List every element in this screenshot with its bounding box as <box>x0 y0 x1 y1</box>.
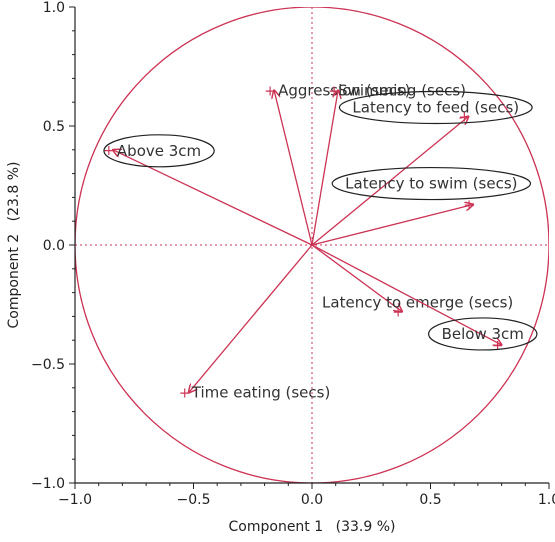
x-tick-label: 0.5 <box>419 492 441 508</box>
vector-arrow <box>189 244 313 393</box>
x-axis-label: Component 1 <box>229 519 324 535</box>
loading-vector-2: +Latency to feed (secs) <box>311 90 533 246</box>
vector-arrow <box>274 90 313 246</box>
vector-label: Swimming (secs) <box>338 81 466 99</box>
vector-arrow <box>311 244 502 345</box>
y-tick-label: −0.5 <box>31 357 65 373</box>
y-axis-label: Component 2 <box>6 234 22 329</box>
plot-area: + Aggression (secs)+Swimming (secs)+Laten… <box>75 7 549 483</box>
highlight-ellipse <box>338 90 533 125</box>
x-tick-label: −0.5 <box>177 492 211 508</box>
x-axis-title: Component 1 (33.9 %) <box>229 519 396 535</box>
vector-endpoint-marker: + <box>492 338 504 354</box>
x-axis-variance: (33.9 %) <box>336 519 396 535</box>
y-tick-label: 0.5 <box>43 119 65 135</box>
loading-vector-1: +Swimming (secs) <box>311 81 466 246</box>
vector-endpoint-marker: + <box>264 83 276 99</box>
y-tick-label: 0.0 <box>43 238 65 254</box>
vector-endpoint-marker: + <box>459 109 471 125</box>
x-tick-label: −1.0 <box>58 492 92 508</box>
loading-vector-3: + Above 3cm <box>103 134 313 246</box>
y-tick-label: 1.0 <box>43 0 65 16</box>
vector-label: Time eating (secs) <box>191 384 331 402</box>
vector-label: Latency to swim (secs) <box>345 175 517 193</box>
vector-label: Latency to feed (secs) <box>352 98 519 116</box>
vector-endpoint-marker: + <box>179 386 191 402</box>
axes: −1.0 −0.5 0.0 0.5 1.0 −1.0 −0.5 0.0 0.5 1.0 <box>31 0 555 508</box>
y-axis-title: Component 2 (23.8 %) <box>6 162 22 329</box>
vector-label: Above 3cm <box>117 142 201 160</box>
loading-vector-4: + Latency to swim (secs) <box>311 166 532 246</box>
y-axis-variance: (23.8 %) <box>6 162 22 222</box>
y-tick-label: −1.0 <box>31 476 65 492</box>
x-tick-label: 1.0 <box>538 492 555 508</box>
vector-arrow <box>311 205 473 246</box>
highlight-ellipse <box>331 166 532 201</box>
vector-label: Latency to emerge (secs) <box>322 294 513 312</box>
vector-arrow <box>311 116 468 246</box>
vector-endpoint-marker: + <box>328 83 340 99</box>
highlight-ellipse <box>103 134 215 168</box>
vector-arrow <box>311 244 402 312</box>
vector-endpoint-marker: + <box>103 143 115 159</box>
highlight-ellipse <box>428 317 538 351</box>
vector-label: Below 3cm <box>442 325 524 343</box>
loading-vector-7: + Time eating (secs) <box>179 244 331 402</box>
vector-endpoint-marker: + <box>463 198 475 214</box>
vector-arrow <box>113 150 313 246</box>
vector-endpoint-marker: + <box>392 305 404 321</box>
loading-vector-6: +Below 3cm <box>311 244 538 354</box>
loading-vector-5: +Latency to emerge (secs) <box>311 244 513 321</box>
vector-arrow <box>311 90 338 246</box>
x-tick-label: 0.0 <box>301 492 323 508</box>
